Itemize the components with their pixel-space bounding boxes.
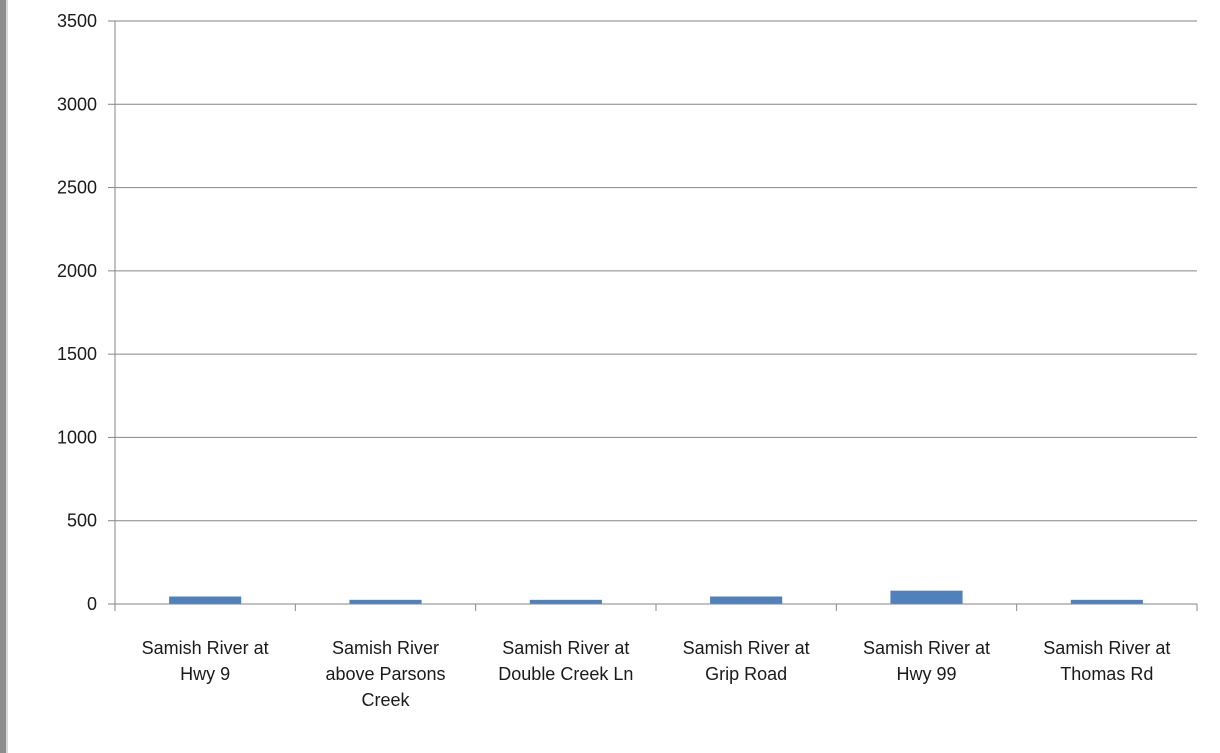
window-frame-left-inner [6,0,8,753]
y-tick-label: 0 [87,594,97,614]
bar-5 [890,590,963,604]
y-tick-label: 1500 [57,344,97,364]
y-tick-label: 3000 [57,94,97,114]
bar-1 [169,596,242,604]
gridlines [108,20,1197,605]
bars [169,590,1143,604]
y-tick-label: 2500 [57,178,97,198]
y-tick-label: 2000 [57,261,97,281]
x-category-label-3: Samish River at Double Creek Ln [498,638,633,684]
y-tick-label: 1000 [57,427,97,447]
x-category-label-6: Samish River at Thomas Rd [1043,638,1170,684]
x-category-label-5: Samish River at Hwy 99 [863,638,990,684]
window-frame-left [0,0,6,753]
axes [114,21,1198,611]
bar-6 [1070,599,1143,604]
bar-4 [710,596,783,604]
x-category-label-1: Samish River at Hwy 9 [142,638,269,684]
x-category-label-4: Samish River at Grip Road [683,638,810,684]
y-axis-tick-labels: 0 500 1000 1500 2000 2500 3000 3500 [57,11,97,614]
x-category-label-2: Samish River above Parsons Creek [325,638,445,710]
x-axis-category-labels: Samish River at Hwy 9 Samish River above Pa… [142,638,1171,710]
bar-3 [529,599,602,604]
y-tick-label: 3500 [57,11,97,31]
bar-2 [349,599,422,604]
y-tick-label: 500 [67,511,97,531]
